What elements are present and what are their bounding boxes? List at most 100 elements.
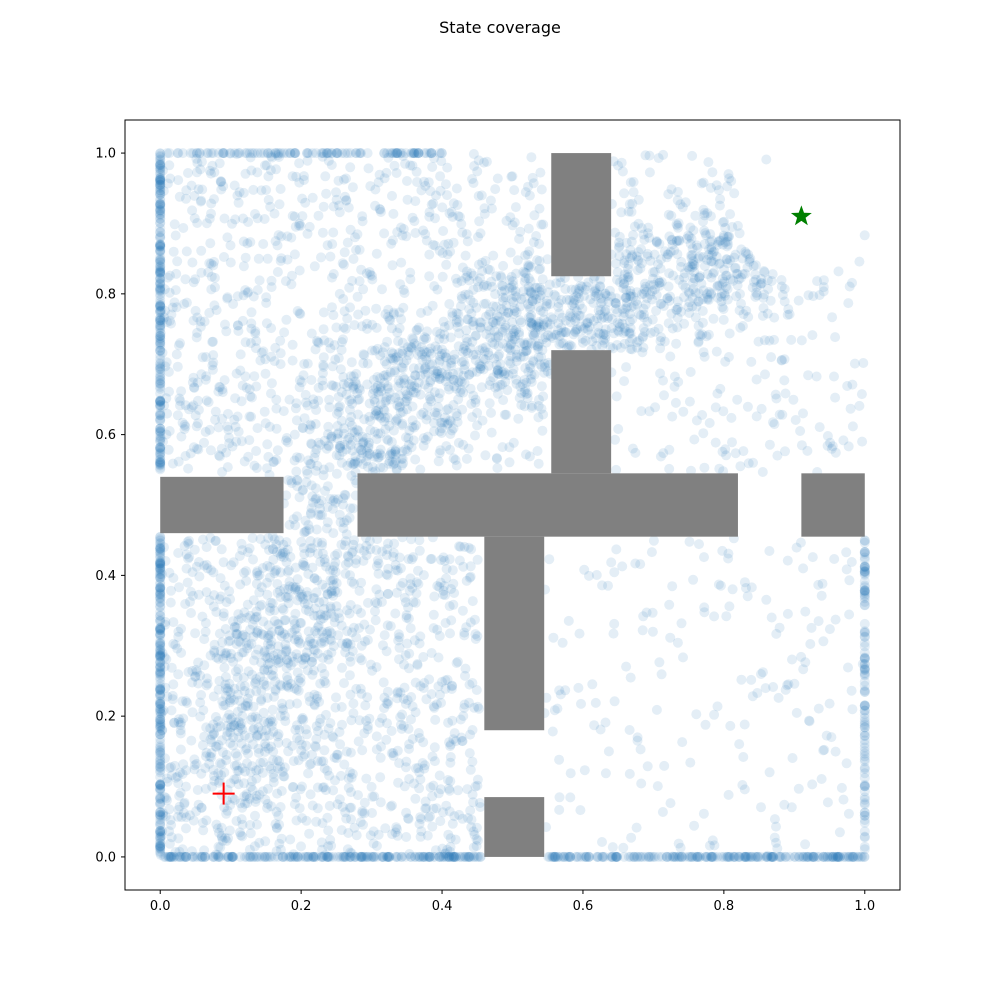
- data-point: [337, 662, 347, 673]
- data-point: [405, 274, 416, 285]
- data-point: [311, 493, 322, 504]
- data-point: [238, 261, 249, 272]
- data-point: [442, 190, 453, 201]
- data-point: [278, 547, 289, 558]
- data-point: [155, 218, 166, 229]
- data-point: [251, 611, 262, 622]
- data-point: [268, 777, 279, 788]
- data-point: [531, 322, 542, 333]
- data-point: [415, 631, 426, 642]
- data-point: [783, 304, 794, 315]
- data-point: [302, 587, 312, 597]
- data-point: [720, 237, 731, 248]
- data-point: [271, 564, 282, 575]
- data-point: [420, 369, 431, 380]
- data-point: [214, 775, 225, 786]
- data-point: [208, 719, 219, 730]
- data-point: [565, 768, 576, 779]
- data-point: [342, 381, 353, 392]
- data-point: [570, 315, 581, 326]
- data-point: [504, 442, 515, 453]
- data-point: [372, 372, 383, 382]
- data-point: [620, 303, 631, 314]
- data-point: [155, 345, 166, 356]
- data-point: [615, 277, 625, 288]
- data-point: [214, 628, 225, 639]
- data-point: [352, 432, 363, 443]
- data-point: [428, 780, 439, 791]
- data-point: [236, 814, 247, 825]
- data-point: [358, 436, 369, 447]
- data-point: [733, 274, 744, 285]
- data-point: [490, 332, 501, 343]
- data-point: [536, 184, 547, 195]
- data-point: [462, 236, 473, 247]
- data-point: [818, 286, 829, 297]
- data-point: [335, 441, 346, 451]
- data-point: [403, 813, 413, 824]
- data-point: [534, 264, 545, 275]
- data-point: [178, 759, 189, 770]
- data-point: [209, 645, 220, 656]
- data-point: [594, 281, 605, 292]
- data-point: [721, 254, 732, 265]
- data-point: [157, 826, 168, 837]
- data-point: [201, 218, 212, 229]
- data-point: [405, 851, 416, 862]
- data-point: [205, 532, 216, 543]
- data-point: [174, 801, 185, 812]
- data-point: [496, 304, 507, 314]
- data-point: [535, 167, 546, 178]
- data-point: [722, 258, 733, 269]
- data-point: [298, 484, 309, 495]
- data-point: [694, 539, 704, 550]
- data-point: [613, 424, 624, 434]
- data-point: [624, 768, 635, 779]
- data-point: [436, 156, 447, 167]
- data-point: [379, 405, 390, 416]
- data-point: [706, 256, 717, 267]
- data-point: [355, 653, 365, 664]
- data-point: [699, 462, 710, 473]
- data-point: [195, 697, 206, 708]
- data-point: [268, 544, 279, 555]
- data-point: [221, 447, 232, 458]
- data-point: [446, 615, 457, 626]
- data-point: [508, 308, 519, 319]
- data-point: [338, 493, 349, 504]
- data-point: [640, 299, 651, 310]
- data-point: [173, 833, 184, 844]
- data-point: [319, 676, 330, 687]
- data-point: [442, 844, 453, 855]
- data-point: [283, 565, 294, 576]
- data-point: [455, 301, 466, 312]
- data-point: [159, 661, 170, 672]
- data-point: [633, 247, 644, 257]
- data-point: [699, 261, 710, 271]
- data-point: [175, 719, 186, 730]
- data-point: [427, 358, 437, 369]
- data-point: [741, 305, 752, 316]
- data-point: [477, 257, 488, 268]
- data-point: [229, 180, 240, 191]
- data-point: [334, 288, 345, 299]
- data-point: [551, 278, 562, 289]
- data-point: [752, 851, 763, 862]
- data-point: [193, 184, 204, 195]
- data-point: [328, 227, 339, 238]
- data-point: [197, 611, 208, 622]
- data-point: [613, 242, 624, 253]
- data-point: [267, 152, 278, 163]
- data-point: [614, 322, 625, 332]
- data-point: [273, 810, 284, 821]
- data-point: [547, 314, 558, 325]
- data-point: [645, 280, 655, 291]
- data-point: [305, 789, 316, 800]
- data-point: [209, 590, 220, 601]
- data-point: [496, 286, 507, 297]
- data-point: [235, 637, 246, 648]
- data-point: [318, 352, 329, 363]
- data-point: [435, 171, 446, 182]
- data-point: [432, 366, 443, 377]
- data-point: [339, 247, 350, 258]
